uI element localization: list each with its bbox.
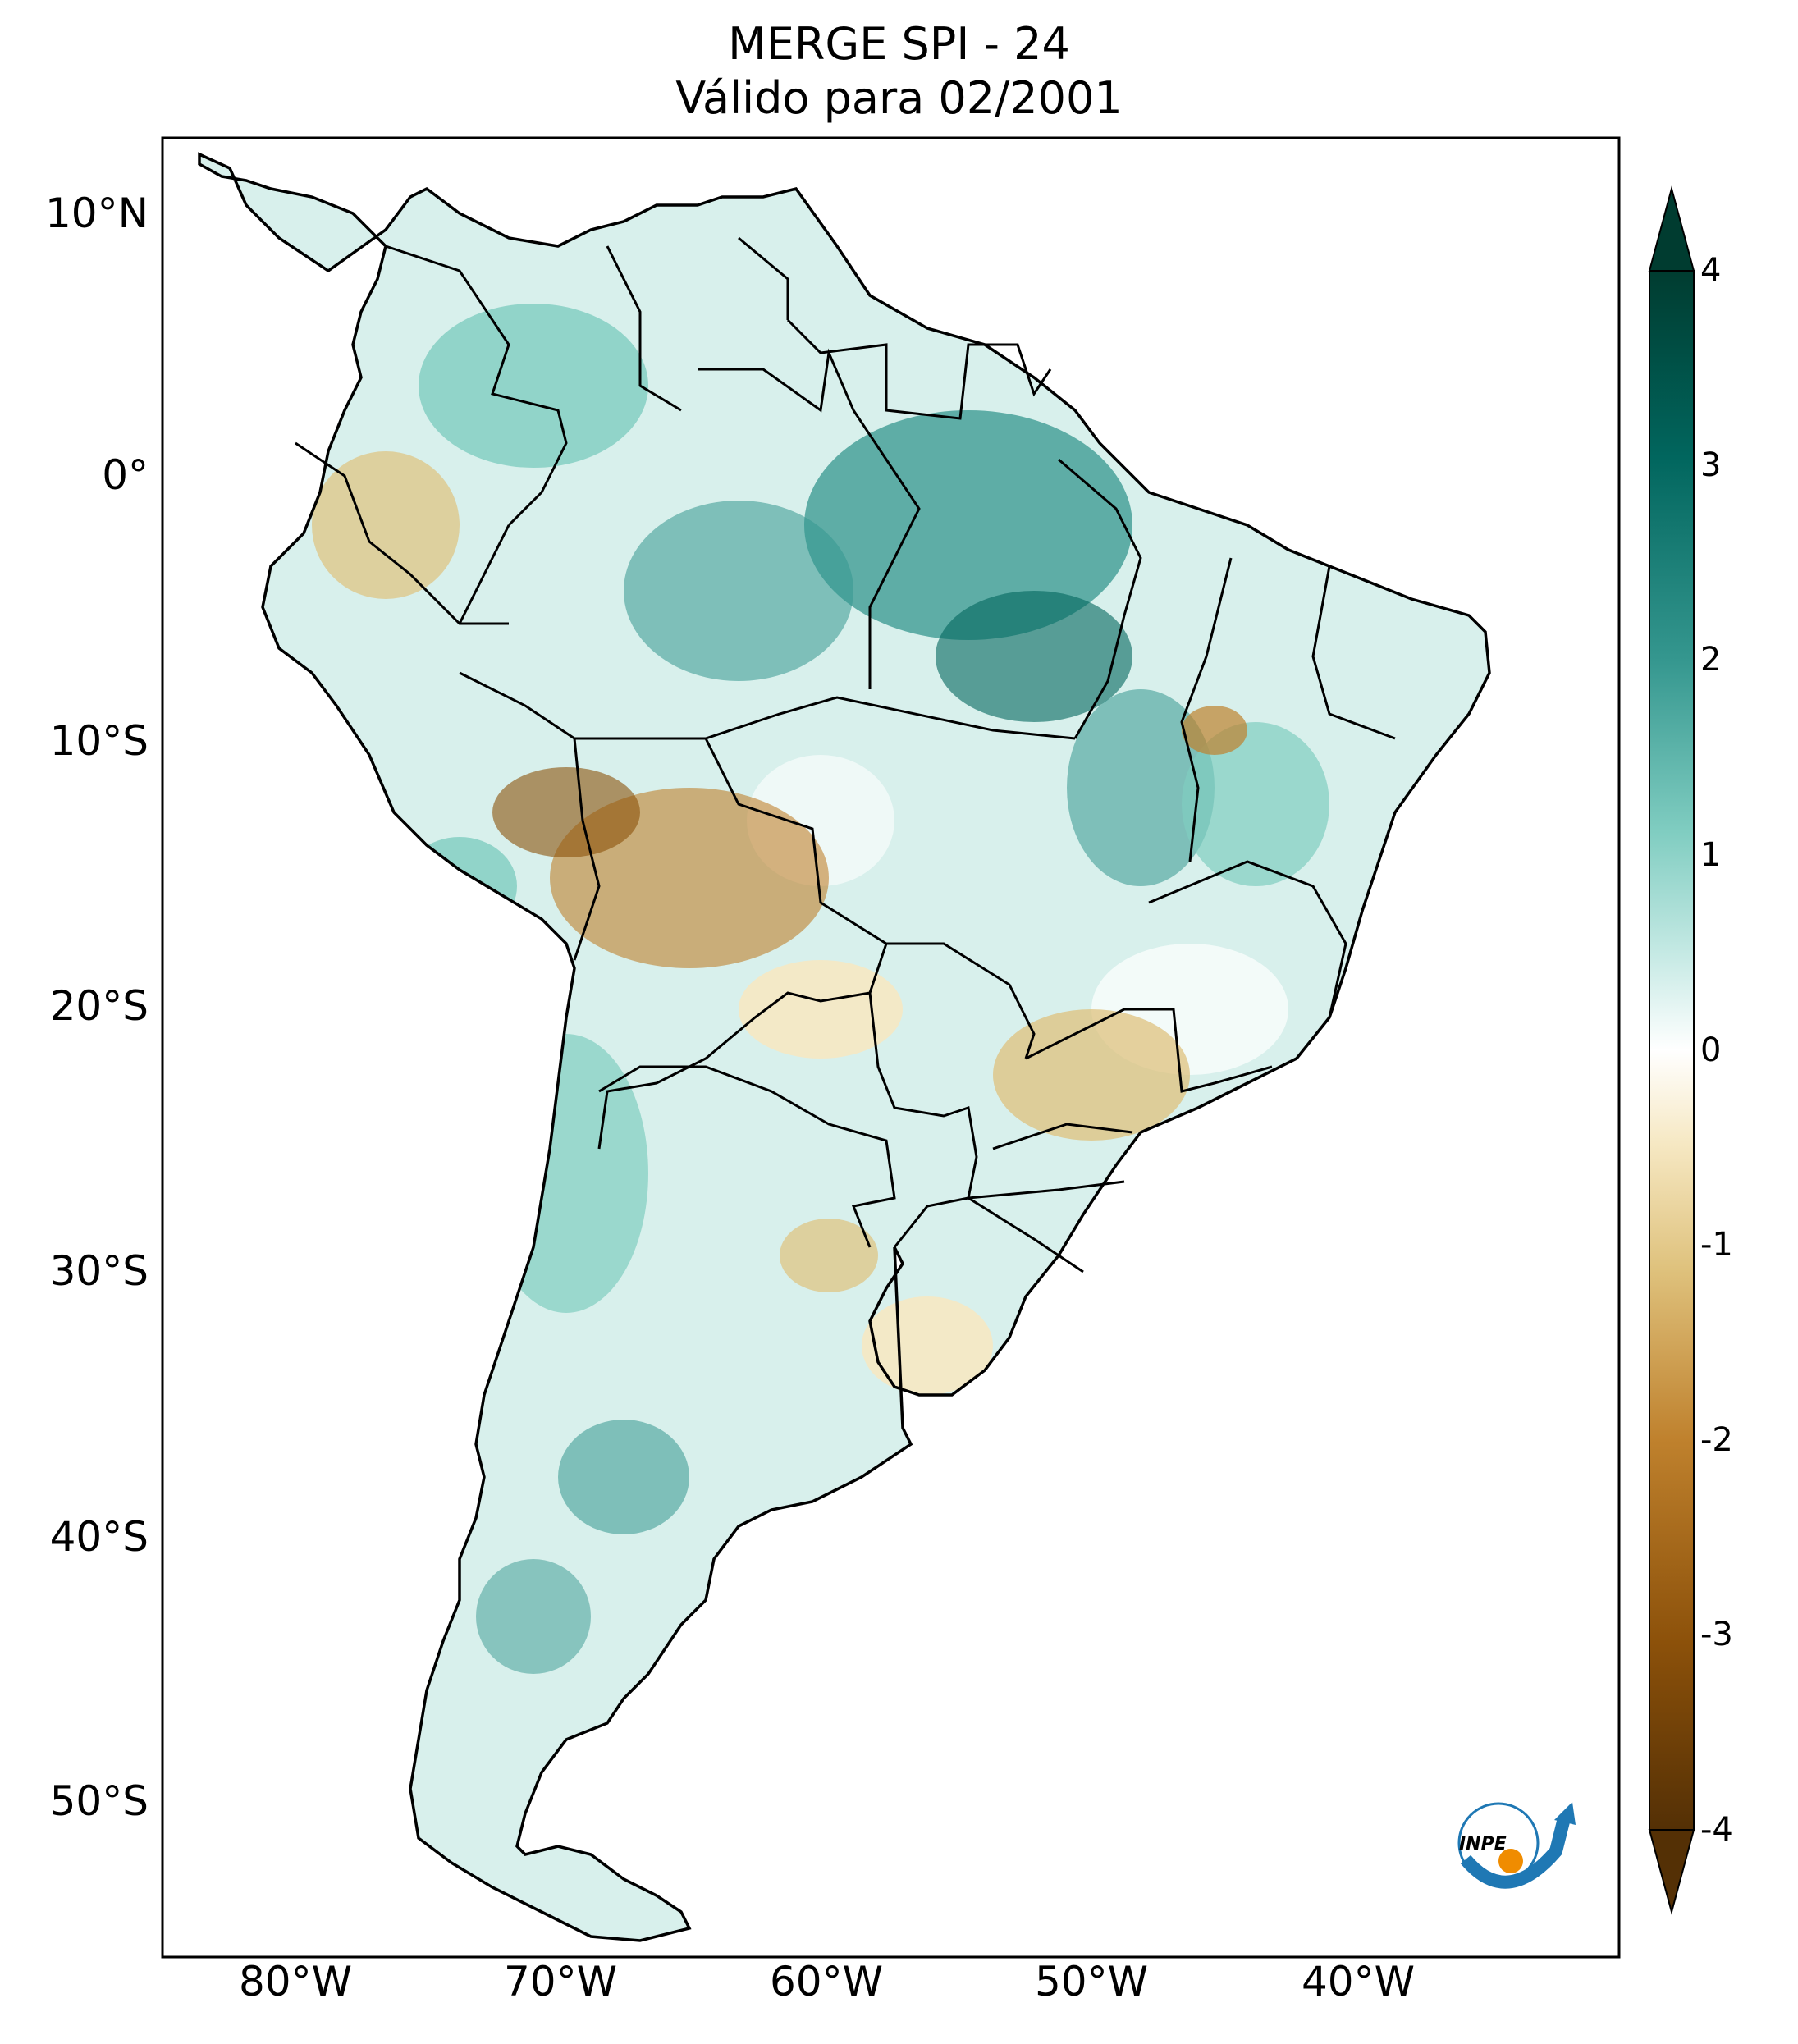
lat-label-0: 0° <box>102 451 149 499</box>
lon-label-70w: 70°W <box>503 1958 618 2005</box>
colorbar-tick: -1 <box>1700 1226 1733 1264</box>
map-subtitle: Válido para 02/2001 <box>675 72 1123 124</box>
lat-label-20s: 20°S <box>49 982 149 1030</box>
lat-label-30s: 30°S <box>49 1247 149 1295</box>
colorbar-tick: -3 <box>1700 1616 1733 1653</box>
colorbar-tick: 0 <box>1700 1031 1722 1069</box>
lat-label-10n: 10°N <box>44 190 149 237</box>
lat-label-50s: 50°S <box>49 1777 149 1825</box>
colorbar-tick: 4 <box>1700 252 1722 290</box>
map-title: MERGE SPI - 24 <box>728 18 1070 70</box>
lon-label-50w: 50°W <box>1034 1958 1149 2005</box>
country-borders <box>295 236 1396 1273</box>
inpe-logo: INPE <box>1457 1802 1576 1889</box>
lat-label-40s: 40°S <box>49 1513 149 1561</box>
colorbar-tick: 1 <box>1700 836 1722 874</box>
colorbar-tick: -2 <box>1700 1421 1733 1459</box>
colorbar-tick: 2 <box>1700 641 1722 679</box>
colorbar-tick: -4 <box>1700 1811 1733 1849</box>
lat-label-10s: 10°S <box>49 717 149 765</box>
lon-label-80w: 80°W <box>238 1958 353 2005</box>
lon-label-40w: 40°W <box>1301 1958 1416 2005</box>
inpe-logo-text: INPE <box>1459 1834 1507 1854</box>
lon-label-60w: 60°W <box>769 1958 884 2005</box>
colorbar <box>1648 185 1695 1915</box>
colorbar-tick: 3 <box>1700 446 1722 484</box>
